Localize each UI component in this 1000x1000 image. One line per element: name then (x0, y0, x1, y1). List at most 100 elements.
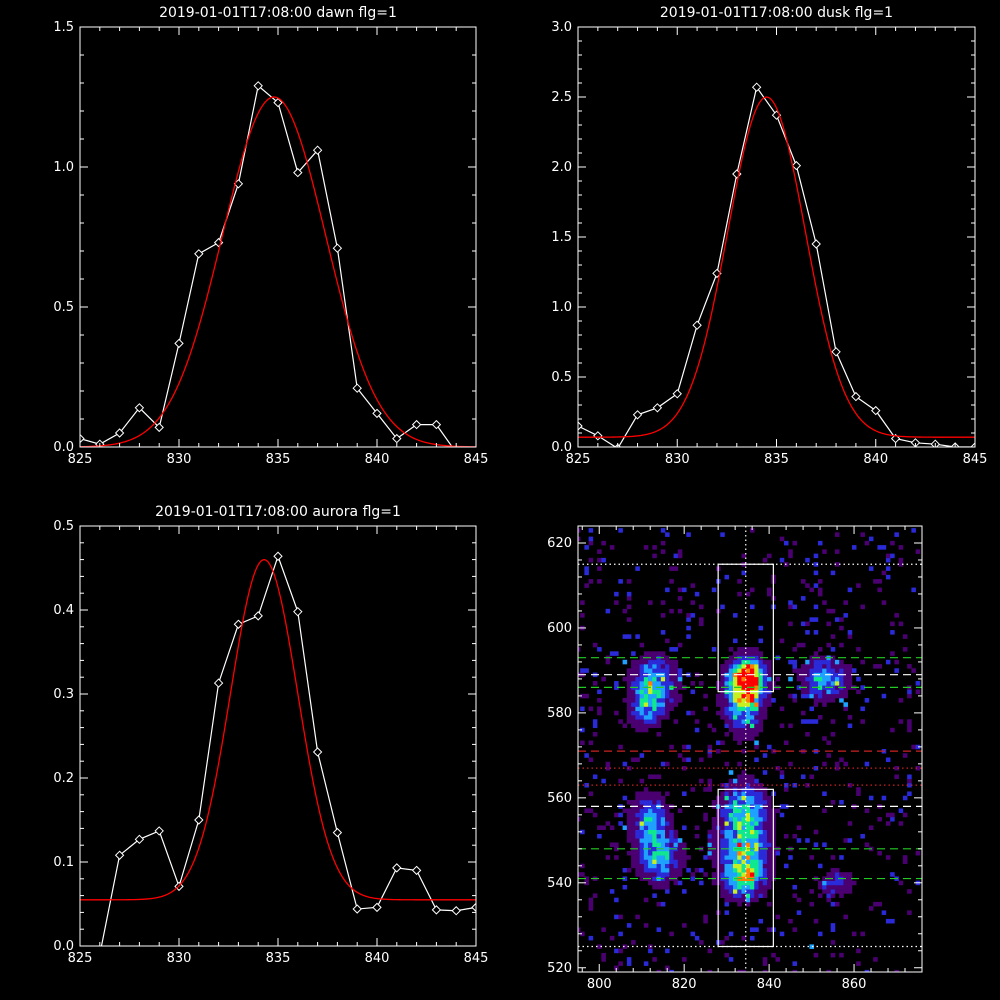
heatmap-cell (580, 693, 585, 699)
heatmap-cell (635, 727, 640, 733)
gaussian-fit-line (578, 96, 975, 438)
heatmap-cell (724, 867, 730, 873)
heatmap-cell (839, 893, 844, 898)
heatmap-cell (656, 791, 662, 797)
heatmap-cell (754, 889, 759, 894)
heatmap-cell (788, 761, 793, 767)
heatmap-cell (639, 698, 645, 703)
heatmap-cell (843, 761, 848, 767)
heatmap-cell (720, 842, 725, 847)
heatmap-cell (741, 774, 747, 780)
heatmap-cell (839, 664, 844, 669)
heatmap-cell (665, 867, 670, 873)
heatmap-cell (728, 867, 734, 873)
heatmap-cell (741, 821, 747, 826)
heatmap-cell (745, 736, 751, 741)
heatmap-cell (626, 838, 632, 843)
heatmap-cell (877, 901, 882, 907)
heatmap-cell (766, 880, 772, 886)
heatmap-cell (750, 816, 755, 822)
heatmap-cell (745, 850, 751, 856)
heatmap-cell (766, 676, 772, 682)
heatmap-cell (635, 850, 640, 856)
heatmap-cell (885, 553, 891, 559)
heatmap-cell (578, 816, 581, 822)
heatmap-cell (648, 833, 653, 839)
heatmap-cell (817, 693, 823, 699)
heatmap-cell (750, 859, 755, 864)
heatmap-cell (796, 897, 802, 903)
heatmap-cell (588, 740, 594, 746)
heatmap-cell (839, 872, 844, 877)
heatmap-cell (898, 698, 904, 703)
heatmap-cell (673, 719, 679, 724)
heatmap-cell (720, 859, 725, 864)
heatmap-cell (766, 876, 772, 881)
heatmap-cell (592, 812, 598, 818)
heatmap-cell (792, 664, 798, 669)
y-tick-label: 560 (547, 791, 572, 806)
heatmap-cell (699, 621, 704, 627)
heatmap-cell (639, 689, 645, 695)
heatmap-cell (766, 850, 772, 856)
heatmap-cell (817, 893, 823, 898)
heatmap-cell (881, 910, 887, 915)
heatmap-cell (669, 647, 674, 652)
plot-area (80, 81, 476, 447)
heatmap-cell (750, 659, 755, 665)
heatmap-cell (737, 795, 742, 801)
y-tick-label: 1.0 (551, 300, 572, 315)
heatmap-cell (652, 876, 657, 881)
y-tick-label: 580 (547, 706, 572, 721)
heatmap-cell (635, 821, 640, 826)
heatmap-cell (626, 681, 632, 686)
heatmap-cell (750, 723, 755, 729)
heatmap-cell (686, 634, 691, 639)
heatmap-cell (741, 969, 747, 972)
heatmap-cell (750, 693, 755, 699)
heatmap-cell (805, 676, 810, 682)
heatmap-cell (643, 693, 649, 699)
heatmap-cell (847, 668, 853, 673)
heatmap-cell (682, 957, 687, 962)
heatmap-cell (631, 710, 636, 716)
heatmap-cell (601, 540, 606, 546)
heatmap-cell (677, 850, 683, 856)
heatmap-cell (856, 583, 861, 588)
heatmap-cell (745, 591, 751, 597)
heatmap-cell (847, 685, 853, 690)
heatmap-cell (720, 825, 725, 831)
heatmap-cell (915, 681, 921, 686)
heatmap-cell (843, 689, 848, 695)
heatmap-cell (822, 693, 827, 699)
heatmap-cell (898, 545, 904, 550)
heatmap-cell (652, 664, 657, 669)
heatmap-cell (847, 664, 853, 669)
heatmap-cell (758, 719, 764, 724)
heatmap-cell (716, 693, 721, 699)
heatmap-cell (652, 812, 657, 818)
heatmap-cell (643, 816, 649, 822)
heatmap-cell (643, 799, 649, 805)
heatmap-cell (724, 681, 730, 686)
heatmap-cell (826, 698, 831, 703)
heatmap-cell (733, 872, 738, 877)
heatmap-cell (728, 664, 734, 669)
heatmap-cell (843, 681, 848, 686)
heatmap-cell (813, 583, 819, 588)
heatmap-cell (741, 710, 747, 716)
heatmap-cell (660, 630, 666, 635)
heatmap-cell (822, 689, 827, 695)
heatmap-cell (724, 732, 730, 737)
heatmap-cell (750, 838, 755, 843)
heatmap-cell (733, 651, 738, 656)
heatmap-cell (660, 710, 666, 716)
heatmap-cell (728, 778, 734, 784)
heatmap-cell (643, 897, 649, 903)
heatmap-cell (711, 821, 717, 826)
heatmap-cell (817, 676, 823, 682)
heatmap-cell (673, 833, 679, 839)
heatmap-cell (800, 621, 806, 627)
heatmap-cell (737, 850, 742, 856)
selection-box (717, 788, 774, 948)
